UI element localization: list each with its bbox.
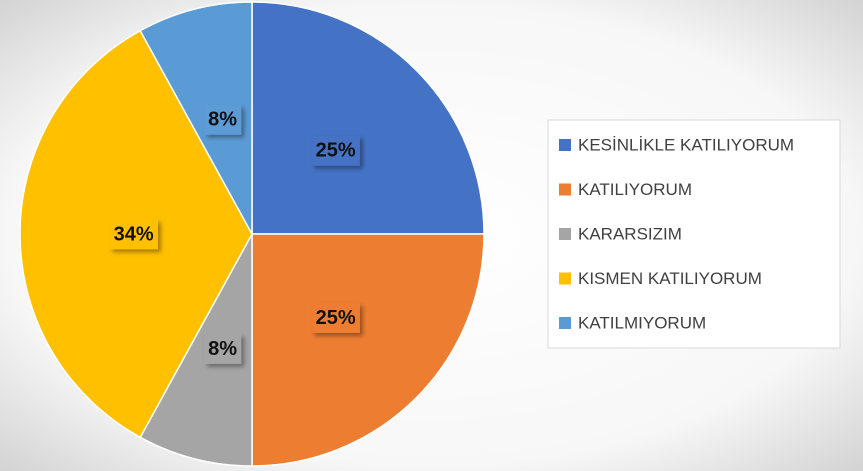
legend-label: KISMEN KATILIYORUM bbox=[578, 269, 762, 288]
legend-swatch bbox=[559, 317, 571, 329]
data-labels: 25% 25% 8% 34% 8% bbox=[109, 104, 360, 364]
data-label-text: 8% bbox=[208, 109, 237, 131]
data-label: 25% bbox=[311, 135, 360, 166]
legend-label: KATILMIYORUM bbox=[578, 313, 706, 332]
data-label: 8% bbox=[204, 104, 242, 135]
legend-label: KESİNLİKLE KATILIYORUM bbox=[578, 135, 794, 154]
data-label-text: 34% bbox=[114, 223, 154, 245]
data-label-text: 25% bbox=[316, 307, 356, 329]
legend-swatch bbox=[559, 272, 571, 285]
pie-slice bbox=[251, 1, 485, 235]
pie-slice bbox=[139, 1, 253, 235]
data-label-text: 8% bbox=[208, 338, 237, 360]
data-label-box bbox=[311, 135, 360, 166]
data-label-box bbox=[204, 333, 242, 364]
data-label: 8% bbox=[204, 333, 242, 364]
data-label-box bbox=[204, 104, 242, 135]
legend-label: KATILIYORUM bbox=[578, 180, 692, 199]
legend-label: KARARSIZIM bbox=[578, 224, 682, 243]
legend-swatch bbox=[559, 139, 571, 151]
legend: KESİNLİKLE KATILIYORUM KATILIYORUM KARARSI… bbox=[559, 135, 794, 332]
data-label-box bbox=[109, 219, 158, 250]
legend-swatch bbox=[559, 228, 571, 240]
data-label-text: 25% bbox=[316, 140, 356, 162]
legend-swatch bbox=[559, 183, 571, 196]
data-label: 25% bbox=[311, 302, 360, 333]
data-label-box bbox=[311, 302, 360, 333]
pie-slice bbox=[251, 233, 485, 467]
data-label: 34% bbox=[109, 219, 158, 250]
pie bbox=[19, 1, 485, 467]
legend-box bbox=[547, 119, 841, 349]
pie-slice bbox=[139, 233, 253, 467]
